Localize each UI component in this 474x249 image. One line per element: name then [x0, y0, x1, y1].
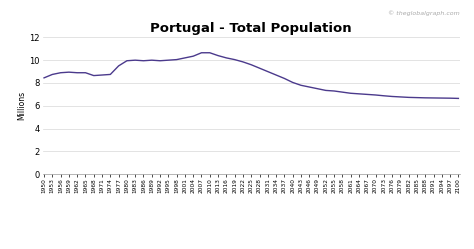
Text: © theglobalgraph.com: © theglobalgraph.com — [388, 10, 460, 16]
Y-axis label: Millions: Millions — [18, 91, 27, 120]
Title: Portugal - Total Population: Portugal - Total Population — [150, 22, 352, 35]
